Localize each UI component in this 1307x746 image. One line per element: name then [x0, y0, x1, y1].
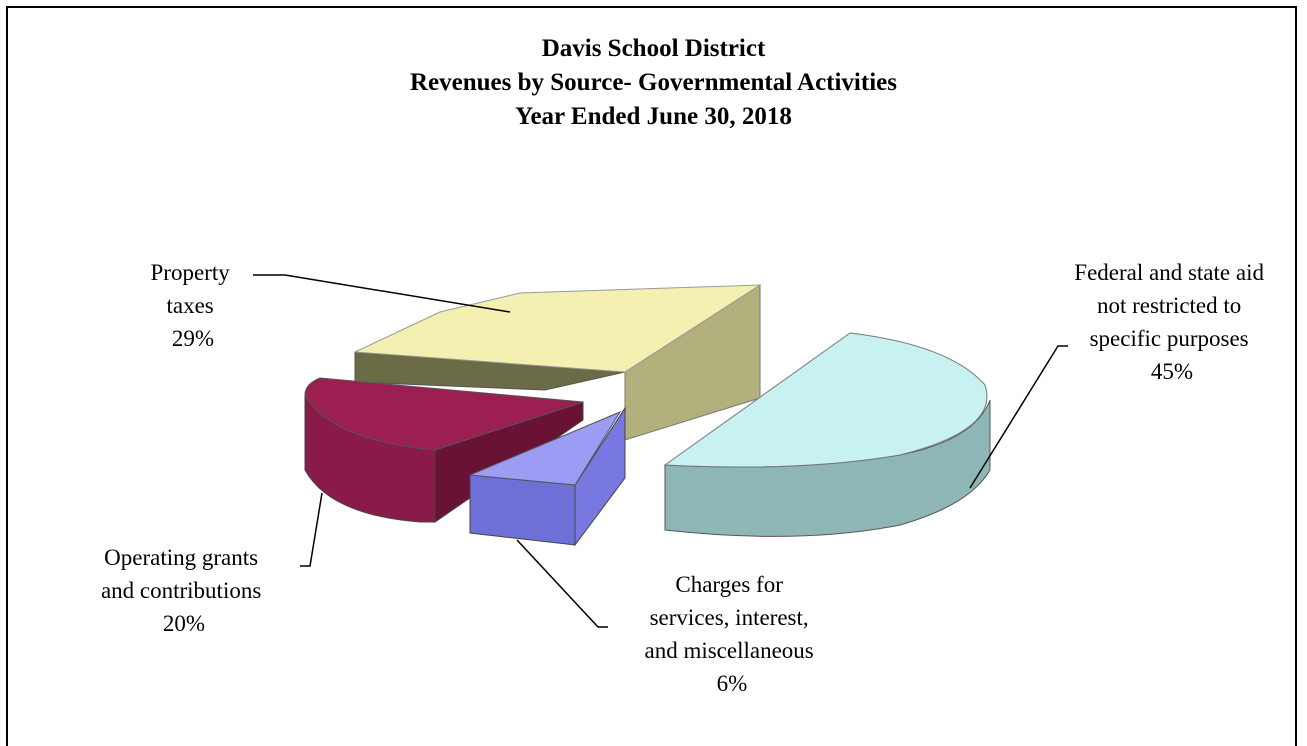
- label-operating-grants-line-1: Operating grants: [104, 545, 258, 570]
- label-federal-state-aid-line-1: Federal and state aid: [1074, 260, 1264, 285]
- label-federal-state-aid: Federal and state aid not restricted to …: [1074, 260, 1269, 384]
- slice-charges-services-left: [469, 474, 576, 546]
- label-charges-services-line-1: Charges for: [675, 572, 783, 597]
- label-property-taxes-line-1: Property: [151, 260, 231, 285]
- chart-title: Davis School District Revenues by Source…: [0, 32, 1307, 134]
- slice-charges-services-top: [469, 410, 622, 486]
- slice-federal-state-aid: [663, 332, 991, 537]
- label-charges-services-line-4: 6%: [717, 671, 748, 696]
- leader-line-federal-state-aid: [969, 345, 1068, 489]
- leader-line-charges-services: [516, 539, 608, 628]
- label-federal-state-aid-line-3: specific purposes: [1090, 326, 1249, 351]
- slice-charges-services: [469, 406, 626, 547]
- label-operating-grants-line-3: 20%: [163, 611, 205, 636]
- label-charges-services: Charges for services, interest, and misc…: [644, 572, 819, 696]
- label-property-taxes-line-2: taxes: [166, 293, 213, 318]
- chart-title-line-2: Revenues by Source- Governmental Activit…: [410, 69, 897, 96]
- leader-line-operating-grants: [300, 492, 323, 567]
- label-property-taxes: Property taxes 29%: [151, 260, 236, 351]
- label-federal-state-aid-line-4: 45%: [1151, 359, 1193, 384]
- slice-federal-state-aid-top: [663, 332, 988, 468]
- label-charges-services-line-2: services, interest,: [650, 605, 809, 630]
- label-operating-grants-line-2: and contributions: [101, 578, 261, 603]
- slice-charges-services-right: [574, 406, 626, 547]
- chart-frame: [6, 6, 1297, 746]
- label-property-taxes-line-3: 29%: [172, 326, 214, 351]
- leader-line-property-taxes: [253, 274, 511, 313]
- slice-property-taxes: [353, 284, 762, 441]
- label-operating-grants: Operating grants and contributions 20%: [101, 545, 267, 636]
- chart-title-line-1: Davis School District: [541, 35, 766, 62]
- label-federal-state-aid-line-2: not restricted to: [1097, 293, 1241, 318]
- chart-title-line-3: Year Ended June 30, 2018: [515, 103, 792, 130]
- slice-operating-grants-top: [304, 377, 584, 451]
- label-charges-services-line-3: and miscellaneous: [644, 638, 813, 663]
- slice-property-taxes-top: [353, 284, 762, 373]
